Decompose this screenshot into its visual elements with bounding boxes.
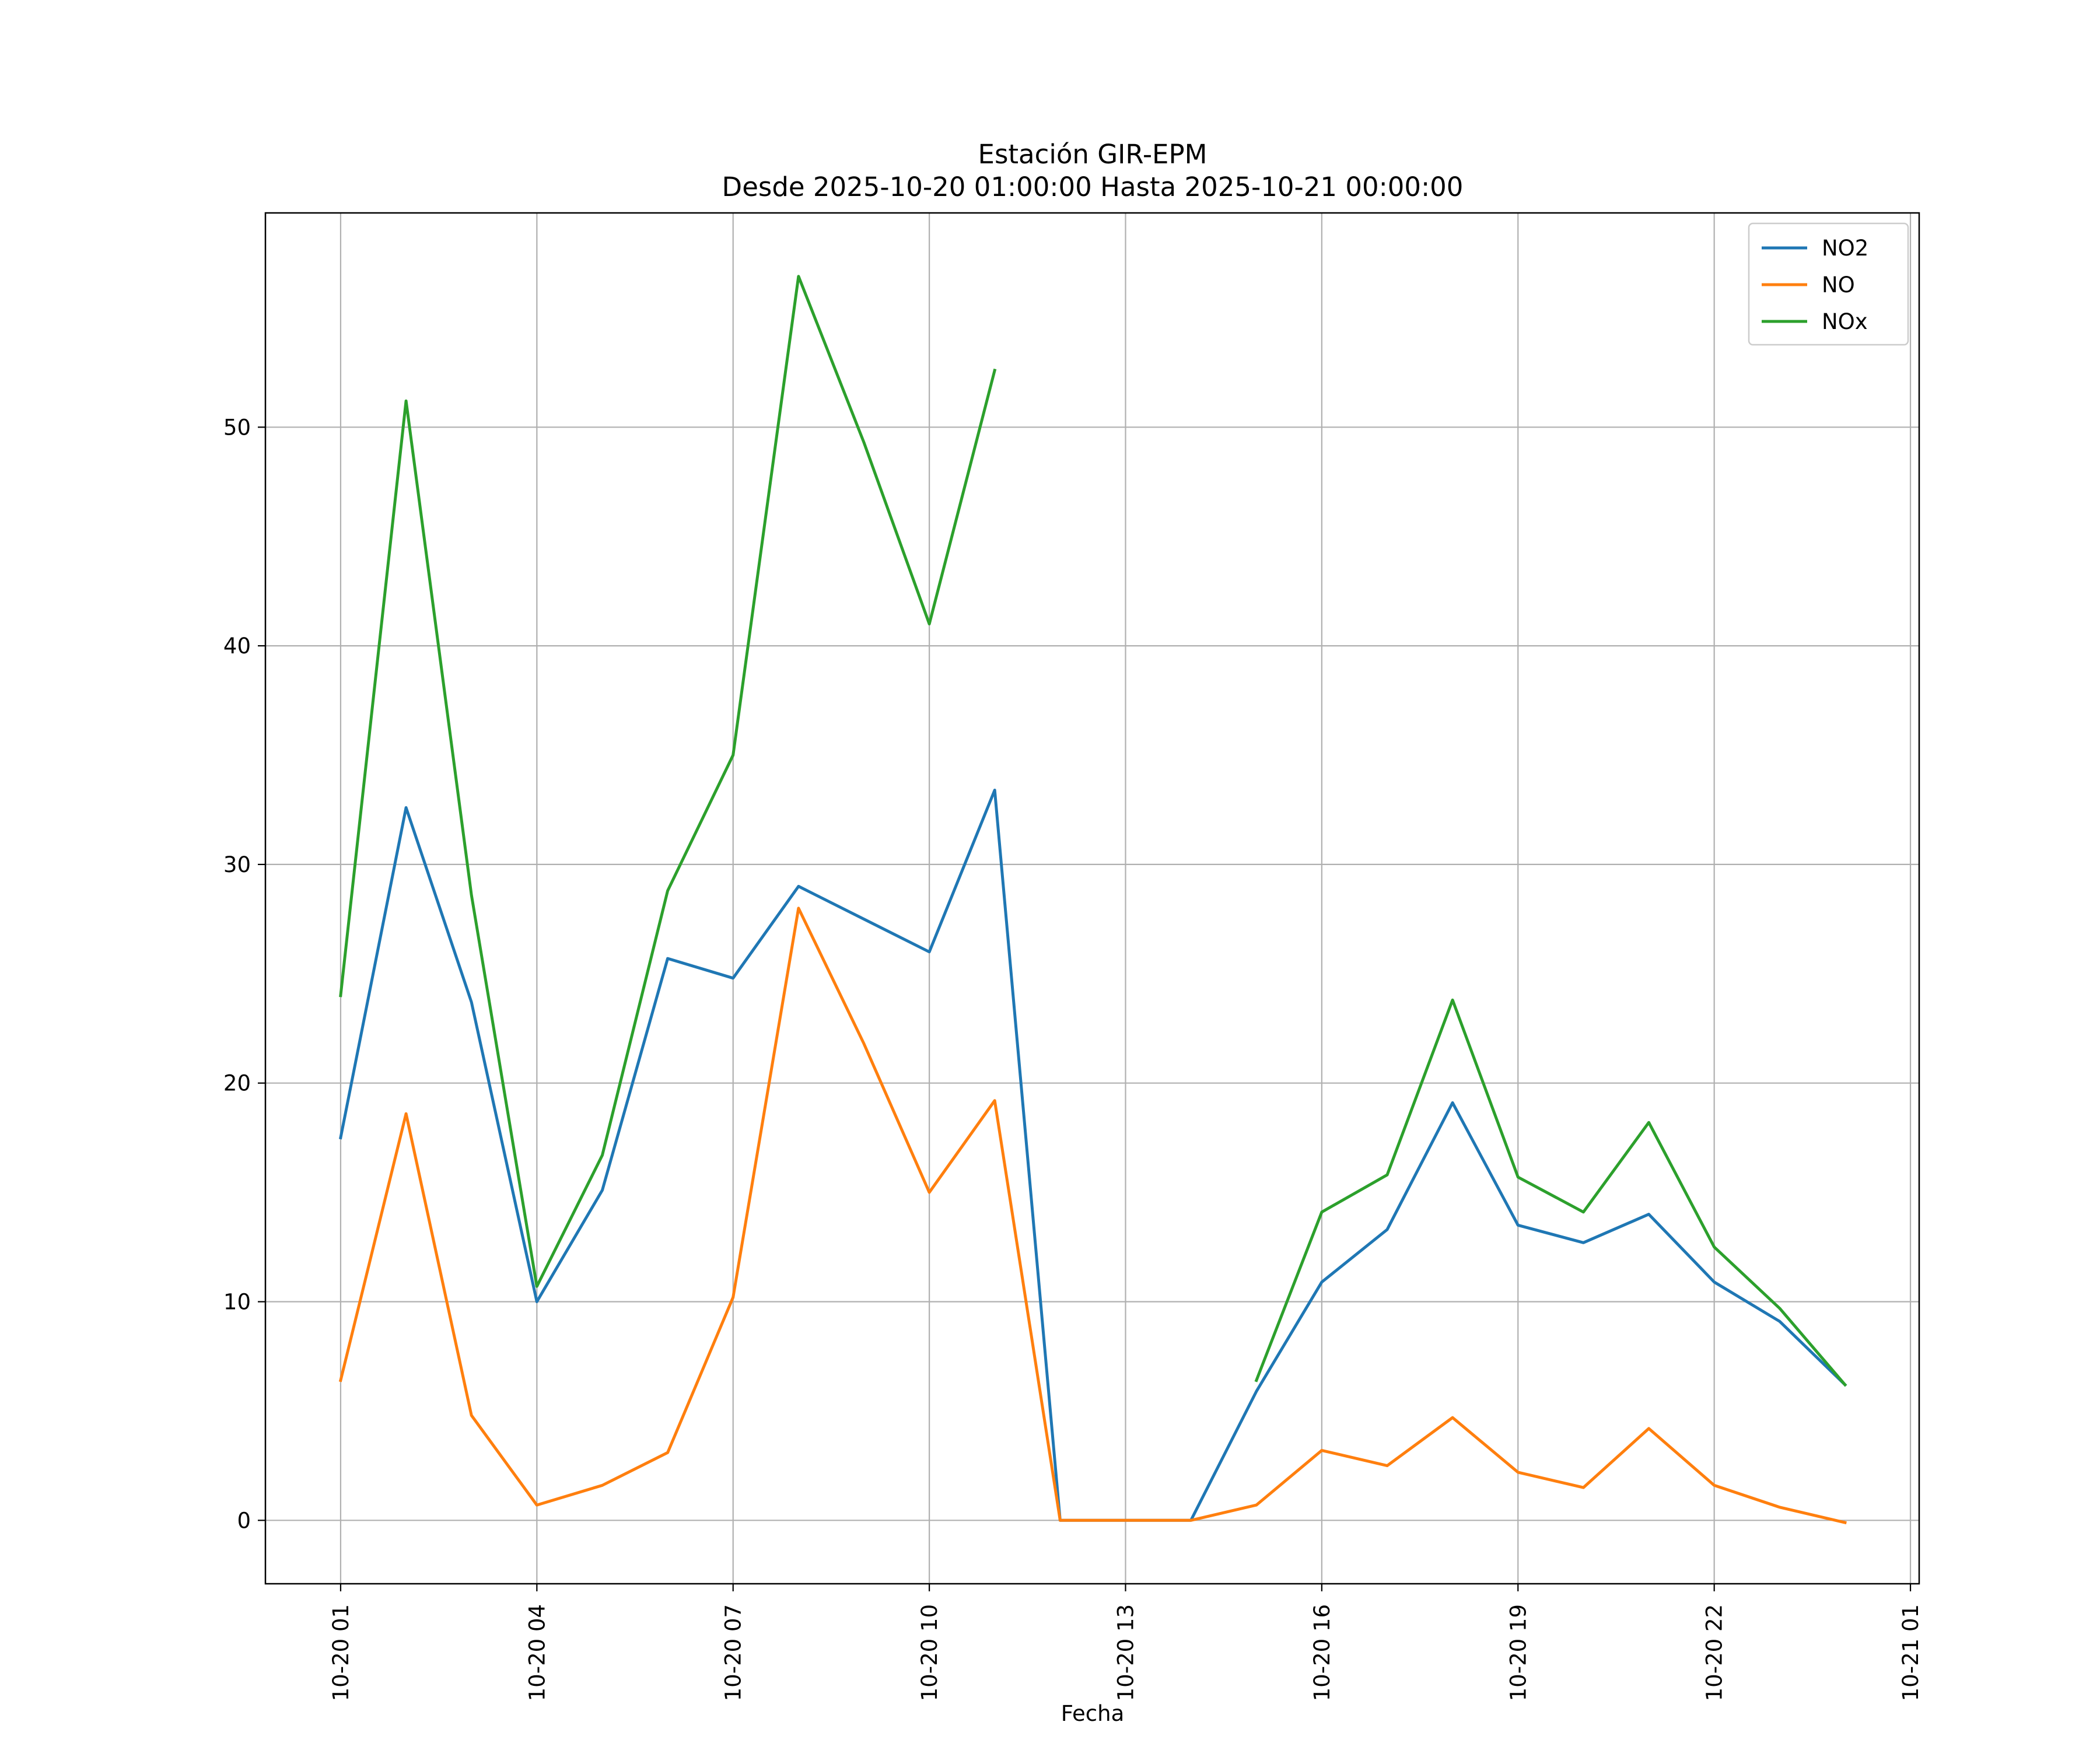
chart-subtitle: Desde 2025-10-20 01:00:00 Hasta 2025-10-… <box>722 172 1464 202</box>
series-line-nox <box>339 275 1847 1387</box>
x-tick-label: 10-20 01 <box>328 1604 354 1701</box>
axis-ticks: 0 10 20 30 40 50 10-20 01 10-20 04 10-20 07 10-20… <box>223 415 1923 1701</box>
x-tick-label: 10-20 10 <box>917 1604 942 1701</box>
legend-label-no: NO <box>1822 272 1855 298</box>
x-tick-label: 10-20 16 <box>1310 1604 1335 1701</box>
y-tick-label: 50 <box>223 415 251 440</box>
y-tick-label: 20 <box>223 1071 251 1096</box>
series-lines <box>338 275 1847 1525</box>
x-tick-label: 10-21 01 <box>1898 1604 1923 1701</box>
chart-title: Estación GIR-EPM <box>978 139 1208 170</box>
legend-label-nox: NOx <box>1822 309 1868 334</box>
x-tick-label: 10-20 04 <box>524 1604 550 1701</box>
grid <box>265 213 1919 1584</box>
x-tick-label: 10-20 19 <box>1506 1604 1531 1701</box>
y-tick-label: 10 <box>223 1290 251 1315</box>
x-axis-label: Fecha <box>1061 1701 1125 1726</box>
legend: NO2 NO NOx <box>1748 222 1909 346</box>
x-tick-label: 10-20 07 <box>721 1604 746 1701</box>
y-tick-label: 30 <box>223 852 251 877</box>
y-tick-label: 0 <box>237 1508 251 1533</box>
x-tick-label: 10-20 22 <box>1702 1604 1727 1701</box>
legend-box <box>1748 222 1909 346</box>
legend-label-no2: NO2 <box>1822 236 1868 261</box>
series-line-no <box>338 907 1847 1525</box>
y-tick-label: 40 <box>223 634 251 659</box>
x-tick-label: 10-20 13 <box>1113 1604 1138 1701</box>
plot-frame <box>264 212 1920 1585</box>
